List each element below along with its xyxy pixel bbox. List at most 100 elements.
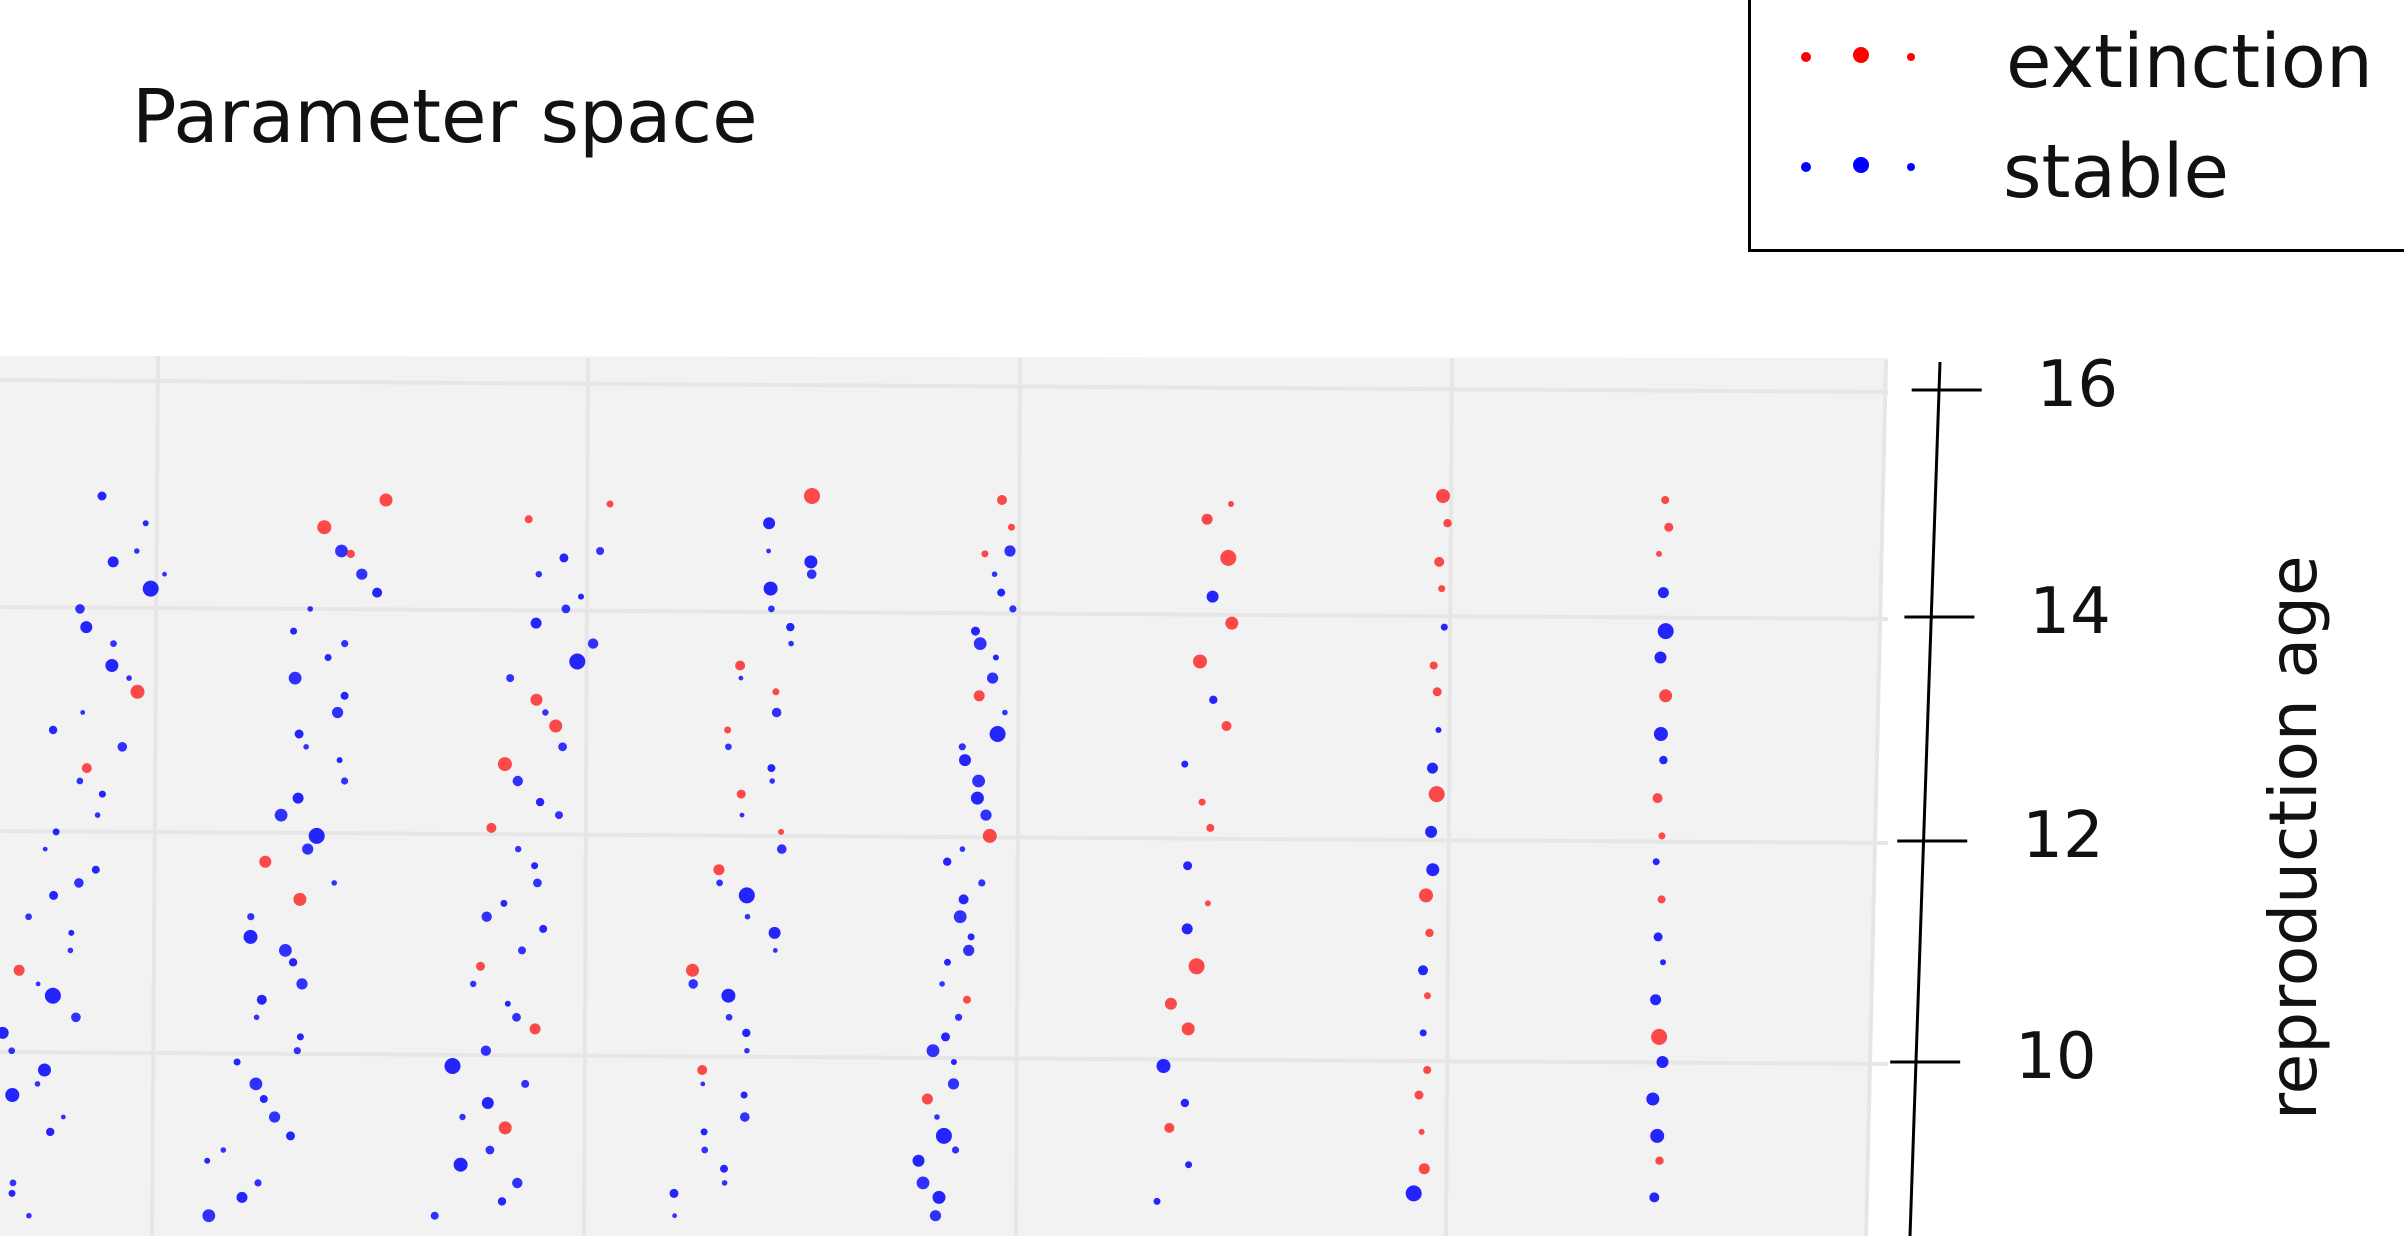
legend: extinction stable	[1748, 0, 2404, 252]
data-point-stable	[247, 913, 255, 921]
data-point-stable	[253, 1014, 260, 1021]
data-point-stable	[1181, 923, 1193, 935]
data-point-stable	[0, 1026, 9, 1039]
data-point-extinction	[1201, 513, 1213, 525]
data-point-stable	[1659, 755, 1668, 765]
data-point-stable	[506, 674, 515, 683]
data-point-stable	[1650, 1128, 1665, 1143]
data-point-stable	[1004, 545, 1016, 557]
data-point-stable	[744, 913, 751, 920]
data-point-stable	[555, 811, 563, 820]
data-point-extinction	[1188, 958, 1205, 975]
grid-line-vertical	[1014, 357, 1022, 1236]
data-point-stable	[772, 948, 778, 953]
data-point-stable	[497, 1197, 507, 1206]
data-point-stable	[953, 910, 967, 924]
data-point-stable	[739, 812, 745, 818]
data-point-stable	[542, 709, 549, 716]
data-point-stable	[1657, 587, 1669, 599]
data-point-stable	[294, 729, 304, 739]
data-point-stable	[539, 924, 548, 933]
data-point-extinction	[713, 864, 725, 876]
data-point-stable	[1653, 727, 1668, 741]
data-point-extinction	[130, 684, 145, 699]
data-point-extinction	[497, 757, 512, 772]
data-point-stable	[324, 654, 332, 661]
data-point-extinction	[1443, 519, 1452, 528]
data-point-stable	[46, 1127, 55, 1137]
data-point-stable	[480, 1045, 492, 1056]
data-point-extinction	[697, 1065, 708, 1075]
data-point-stable	[721, 988, 736, 1003]
data-point-stable	[34, 1081, 41, 1087]
data-point-stable	[142, 520, 149, 527]
data-point-stable	[430, 1211, 439, 1220]
data-point-stable	[941, 1032, 950, 1042]
data-point-stable	[561, 604, 571, 614]
data-point-stable	[512, 1177, 523, 1189]
data-point-stable	[49, 890, 59, 900]
data-point-extinction	[772, 688, 780, 696]
data-point-stable	[738, 887, 755, 904]
data-point-extinction	[1652, 793, 1663, 804]
data-point-stable	[766, 548, 771, 554]
data-point-stable	[716, 879, 723, 887]
data-point-stable	[331, 880, 338, 886]
data-point-stable	[233, 1058, 241, 1066]
data-point-stable	[76, 777, 84, 785]
data-point-stable	[672, 1213, 677, 1219]
data-point-stable	[341, 640, 349, 648]
data-point-stable	[60, 1114, 66, 1120]
grid-line-horizontal	[0, 378, 1889, 394]
data-point-stable	[1209, 695, 1218, 704]
z-axis-line	[1908, 361, 1942, 1236]
data-point-stable	[236, 1191, 248, 1203]
legend-marker-dot	[1801, 52, 1811, 62]
data-point-extinction	[778, 828, 785, 835]
data-point-stable	[142, 580, 159, 597]
data-point-stable	[204, 1157, 211, 1164]
data-point-extinction	[498, 1121, 512, 1135]
data-point-extinction	[1228, 501, 1234, 507]
data-point-stable	[1009, 605, 1017, 613]
data-point-stable	[44, 987, 61, 1004]
data-point-stable	[1427, 762, 1438, 774]
data-point-stable	[587, 638, 599, 649]
data-point-stable	[559, 553, 569, 563]
data-point-stable	[788, 640, 794, 647]
data-point-stable	[740, 1091, 748, 1099]
data-point-extinction	[1429, 661, 1438, 670]
legend-marker-dot	[1853, 157, 1869, 173]
data-point-extinction	[1434, 556, 1445, 567]
data-point-stable	[771, 707, 782, 718]
legend-entry-extinction: extinction	[1751, 9, 2404, 109]
data-point-stable	[1185, 1161, 1193, 1169]
data-point-stable	[332, 706, 344, 719]
data-point-extinction	[293, 892, 307, 906]
data-point-extinction	[982, 828, 997, 843]
data-point-stable	[71, 1012, 81, 1023]
axes-background	[0, 356, 1888, 1236]
data-point-extinction	[13, 964, 25, 976]
data-point-stable	[1156, 1059, 1171, 1073]
data-point-stable	[688, 979, 698, 989]
data-point-stable	[68, 929, 75, 936]
data-point-stable	[1418, 965, 1428, 976]
data-point-extinction	[1164, 1122, 1175, 1133]
data-point-stable	[512, 775, 523, 787]
data-point-stable	[744, 1047, 750, 1054]
data-point-stable	[259, 1095, 268, 1103]
data-point-stable	[1419, 1029, 1427, 1037]
data-point-stable	[74, 878, 84, 888]
data-point-stable	[293, 1047, 301, 1055]
data-point-stable	[1657, 623, 1674, 640]
data-point-stable	[725, 1013, 733, 1021]
data-point-extinction	[1657, 895, 1666, 904]
data-point-stable	[126, 675, 132, 681]
data-point-stable	[804, 555, 818, 569]
data-point-stable	[972, 774, 985, 788]
data-point-extinction	[529, 1023, 541, 1035]
data-point-stable	[578, 593, 584, 600]
data-point-stable	[971, 626, 980, 636]
data-point-stable	[720, 1164, 728, 1173]
